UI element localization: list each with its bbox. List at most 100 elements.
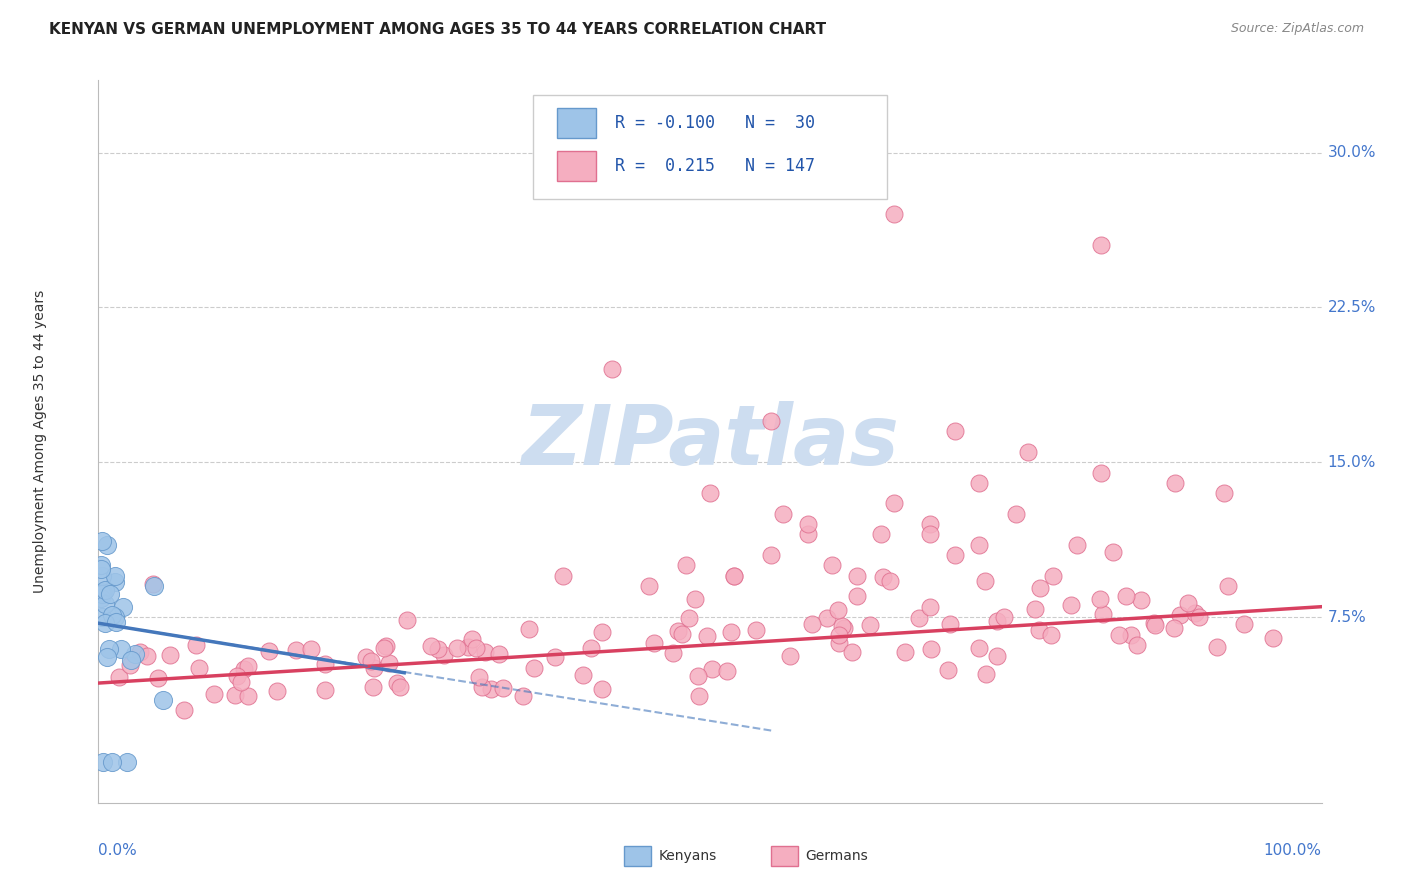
Point <box>1024 602 1046 616</box>
Point <box>120 652 142 666</box>
Point <box>883 207 905 221</box>
Point <box>716 664 738 678</box>
Point <box>643 635 665 649</box>
Point <box>90 562 112 576</box>
Point <box>828 628 851 642</box>
Point <box>94 582 117 597</box>
Point <box>1168 608 1191 623</box>
Point <box>797 527 820 541</box>
Point <box>779 648 801 663</box>
Point <box>668 624 690 638</box>
Point <box>226 669 249 683</box>
Point <box>152 693 174 707</box>
Point <box>104 615 127 630</box>
Point <box>1143 618 1166 632</box>
Point <box>761 414 783 428</box>
Point <box>943 548 966 562</box>
Point <box>229 675 252 690</box>
FancyBboxPatch shape <box>533 95 887 200</box>
Point <box>159 648 181 662</box>
Point <box>479 682 502 697</box>
Point <box>1130 593 1153 607</box>
Point <box>285 643 308 657</box>
Point <box>974 574 997 589</box>
Point <box>1040 627 1063 641</box>
Point <box>142 577 165 591</box>
Point <box>800 617 823 632</box>
Point <box>471 681 494 695</box>
Point <box>124 647 146 661</box>
Point <box>828 636 851 650</box>
Point <box>841 645 863 659</box>
Point <box>920 517 942 532</box>
Point <box>104 575 127 590</box>
Point <box>976 666 998 681</box>
FancyBboxPatch shape <box>772 847 799 866</box>
FancyBboxPatch shape <box>557 151 596 181</box>
Point <box>110 642 132 657</box>
Point <box>1216 579 1239 593</box>
Point <box>688 689 710 703</box>
Point <box>91 755 114 769</box>
Point <box>461 632 484 647</box>
Text: Source: ZipAtlas.com: Source: ZipAtlas.com <box>1230 22 1364 36</box>
Point <box>266 684 288 698</box>
Point <box>238 689 260 703</box>
Point <box>378 656 401 670</box>
Point <box>591 682 613 697</box>
Point <box>879 574 901 588</box>
Point <box>845 590 868 604</box>
Point <box>671 627 693 641</box>
Point <box>91 569 114 583</box>
Point <box>686 669 709 683</box>
Point <box>522 660 544 674</box>
Point <box>936 663 959 677</box>
Point <box>104 609 127 624</box>
Point <box>474 644 496 658</box>
Text: R =  0.215   N = 147: R = 0.215 N = 147 <box>614 157 814 175</box>
Point <box>1212 486 1234 500</box>
Point <box>797 517 820 532</box>
Point <box>100 755 122 769</box>
Point <box>894 645 917 659</box>
Point <box>723 568 745 582</box>
Point <box>1042 568 1064 582</box>
Text: 15.0%: 15.0% <box>1327 455 1376 470</box>
Point <box>375 640 398 654</box>
Point <box>97 642 120 657</box>
Point <box>104 568 127 582</box>
Point <box>1017 445 1039 459</box>
Point <box>1029 582 1052 596</box>
Point <box>512 690 534 704</box>
Point <box>433 648 456 662</box>
Point <box>188 661 211 675</box>
Point <box>427 642 450 657</box>
Point <box>1184 606 1206 620</box>
Point <box>96 649 118 664</box>
Point <box>90 558 112 573</box>
Point <box>1092 607 1115 621</box>
Point <box>920 599 942 614</box>
Point <box>1115 590 1137 604</box>
Point <box>94 598 117 612</box>
Point <box>118 658 141 673</box>
Point <box>93 615 115 630</box>
Point <box>821 558 844 573</box>
Point <box>920 641 942 656</box>
Point <box>468 670 491 684</box>
Point <box>389 681 412 695</box>
Point <box>938 616 960 631</box>
Point <box>579 641 602 656</box>
Point <box>90 610 112 624</box>
Point <box>363 661 385 675</box>
Point <box>908 611 931 625</box>
Point <box>1101 545 1123 559</box>
Point <box>90 584 112 599</box>
Point <box>675 558 697 573</box>
Point <box>943 424 966 438</box>
Point <box>135 649 157 664</box>
Point <box>128 645 150 659</box>
Point <box>1177 595 1199 609</box>
Point <box>184 638 207 652</box>
Point <box>446 640 468 655</box>
